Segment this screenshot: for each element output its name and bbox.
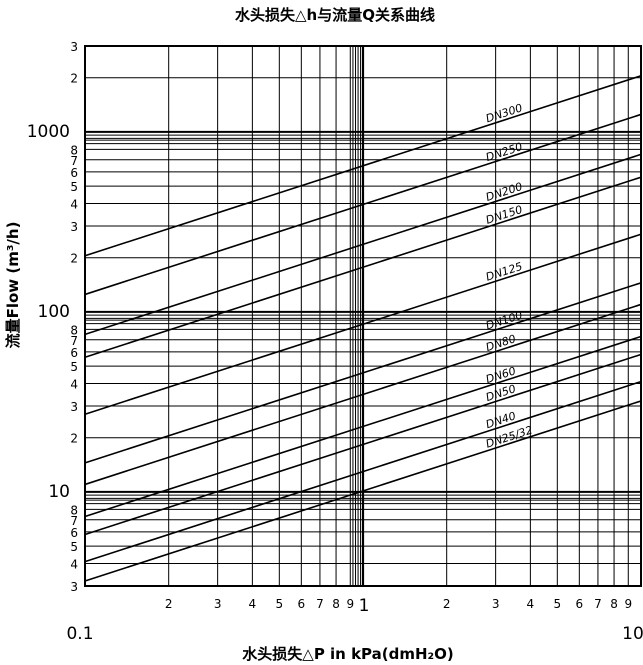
y-tick-label: 3 [70, 40, 78, 54]
series-labels: DN25/32DN40DN50DN60DN80DN100DN125DN150DN… [484, 101, 534, 450]
x-tick-label: 5 [275, 597, 283, 611]
y-tick-label: 8 [70, 323, 78, 337]
x-tick-label: 2 [165, 597, 173, 611]
series-line-dn80 [84, 303, 642, 486]
y-tick-label: 7 [70, 514, 78, 528]
series-line-dn150 [84, 176, 642, 358]
x-tick-label: 1 [359, 596, 370, 616]
y-tick-label: 7 [70, 334, 78, 348]
series-line-dn250 [84, 113, 642, 296]
x-tick-label: 7 [316, 597, 324, 611]
series-line-dn100 [84, 282, 642, 464]
series-label: DN300 [484, 101, 524, 125]
series-line-dn40 [84, 380, 642, 563]
y-tick-label: 5 [70, 540, 78, 554]
x-tick-label: 4 [527, 597, 535, 611]
chart-title: 水头损失△h与流量Q关系曲线 [235, 6, 435, 24]
y-tick-label: 3 [70, 400, 78, 414]
series-line-dn60 [84, 335, 642, 518]
series-line-dn50 [84, 353, 642, 536]
y-tick-label: 4 [70, 378, 78, 392]
y-tick-label: 8 [70, 503, 78, 517]
x-tick-label: 0.1 [66, 624, 93, 644]
y-tick-label: 6 [70, 526, 78, 540]
y-tick-label: 8 [70, 143, 78, 157]
y-tick-label: 6 [70, 346, 78, 360]
x-tick-label: 8 [332, 597, 340, 611]
y-tick-label: 5 [70, 180, 78, 194]
x-tick-label: 6 [576, 597, 584, 611]
x-tick-label: 4 [249, 597, 257, 611]
series-line-dn300 [84, 75, 642, 257]
x-tick-label: 6 [298, 597, 306, 611]
plot-frame [84, 45, 642, 587]
y-tick-label: 6 [70, 166, 78, 180]
series-label: DN125 [484, 260, 524, 284]
y-tick-label: 3 [70, 220, 78, 234]
x-tick-label: 3 [214, 597, 222, 611]
series-line-dn200 [84, 153, 642, 336]
x-axis-ticks: 2 3 4 5 6 7 8 9 1 2 3 4 5 6 7 8 90.1 10 [66, 596, 643, 644]
y-tick-label: 2 [70, 252, 78, 266]
x-tick-label: 7 [594, 597, 602, 611]
y-tick-label: 3 [70, 580, 78, 594]
y-tick-label: 5 [70, 360, 78, 374]
x-tick-label: 8 [610, 597, 618, 611]
y-tick-label: 1000 [27, 122, 70, 142]
x-tick-label: 9 [624, 597, 632, 611]
y-tick-label: 2 [70, 432, 78, 446]
x-axis-label: 水头损失△P in kPa(dmH₂O) [242, 645, 453, 663]
series-label: DN80 [484, 332, 517, 354]
x-tick-label: 3 [492, 597, 500, 611]
series-label: DN150 [484, 203, 524, 227]
y-axis-label: 流量Flow (m³/h) [4, 222, 22, 349]
x-tick-label: 9 [346, 597, 354, 611]
y-tick-label: 2 [70, 72, 78, 86]
series-label: DN40 [484, 409, 517, 431]
y-tick-label: 100 [38, 302, 70, 322]
y-tick-label: 7 [70, 154, 78, 168]
series-lines [84, 75, 642, 582]
series-line-dn125 [84, 233, 642, 415]
grid-lines [85, 45, 641, 587]
x-tick-label: 2 [443, 597, 451, 611]
series-label: DN200 [484, 180, 524, 204]
series-line-dn25-32 [84, 400, 642, 582]
y-tick-label: 4 [70, 558, 78, 572]
y-tick-label: 4 [70, 198, 78, 212]
x-tick-label: 5 [553, 597, 561, 611]
x-tick-label: 10 [622, 624, 643, 644]
y-tick-label: 10 [48, 482, 70, 502]
